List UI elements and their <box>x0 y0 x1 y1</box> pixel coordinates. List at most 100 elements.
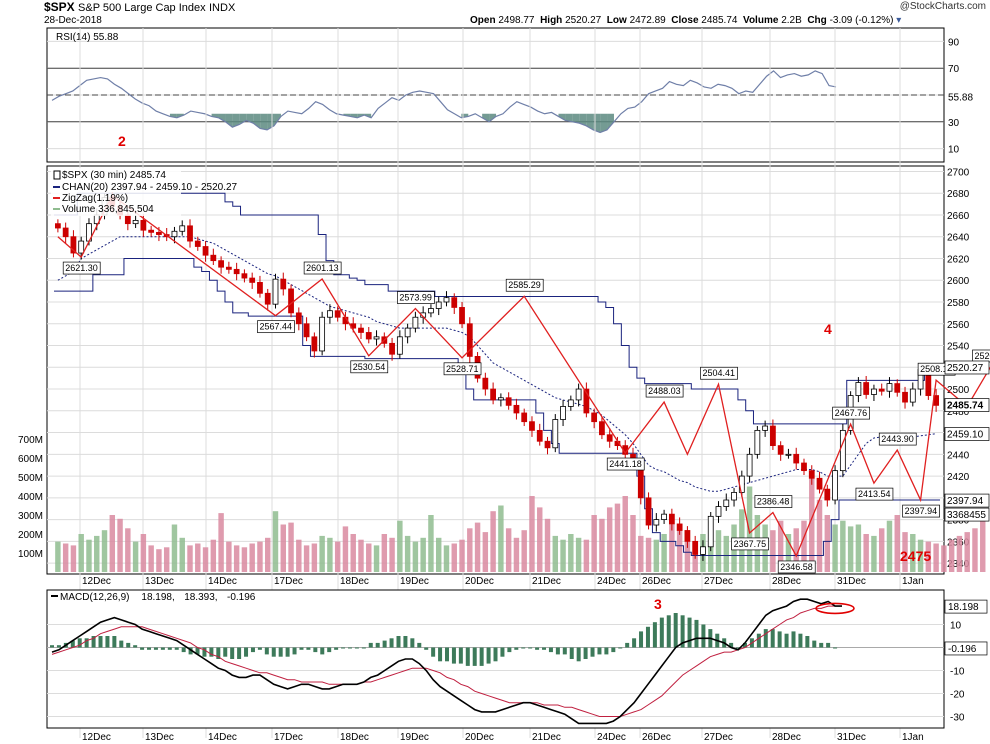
date-tick-label-bottom: 14Dec <box>208 732 237 743</box>
rsi-oversold-fill <box>225 113 233 128</box>
candle-body <box>490 388 497 401</box>
macd-histogram-bar <box>382 640 387 648</box>
macd-histogram-bar <box>50 645 54 648</box>
volume-bar <box>280 524 286 572</box>
macd-histogram-bar <box>451 647 456 664</box>
volume-bar <box>606 507 613 572</box>
candle-body <box>715 506 722 517</box>
date-tick-label: 27Dec <box>704 576 733 587</box>
volume-bar <box>560 539 566 572</box>
rsi-oversold-fill <box>482 113 490 122</box>
macd-histogram-bar <box>278 647 283 657</box>
swing-label-box <box>878 432 917 446</box>
rsi-last-value: 55.88 <box>948 92 973 103</box>
volume-bar <box>645 537 652 572</box>
macd-histogram-bar <box>403 636 408 648</box>
candle-body <box>334 310 341 318</box>
channel-mid-line <box>57 236 937 492</box>
volume-bar <box>917 539 924 572</box>
volume-bar <box>599 518 605 572</box>
candle-body <box>513 404 520 414</box>
price-marker-box <box>944 493 990 508</box>
volume-bar <box>902 532 908 572</box>
macd-histogram-bar <box>244 647 249 657</box>
volume-bar <box>366 543 372 572</box>
swing-label-box <box>754 495 793 508</box>
volume-bar <box>435 537 442 572</box>
macd-histogram-bar <box>424 647 429 650</box>
macd-histogram-bar <box>133 645 138 648</box>
macd-histogram-bar <box>56 645 61 648</box>
rsi-tick-label: 70 <box>948 64 960 75</box>
volume-bar <box>964 532 970 572</box>
volume-bar <box>381 534 388 572</box>
rsi-oversold-fill <box>565 113 573 122</box>
price-tick-label: 2680 <box>947 189 970 200</box>
price-tick-label: 2480 <box>947 407 970 418</box>
ann-3: 3 <box>654 596 662 612</box>
price-marker-value: 2485.74 <box>947 401 984 412</box>
date-tick-label-bottom: 13Dec <box>145 732 174 743</box>
macd-histogram-bar <box>784 633 789 648</box>
candle-body <box>459 307 465 325</box>
macd-histogram-bar <box>126 642 131 648</box>
candle-body <box>327 310 333 318</box>
swing-label: 2504.41 <box>703 368 736 378</box>
swing-label-box <box>397 291 435 304</box>
rsi-oversold-fill <box>253 113 261 129</box>
macd-histogram-bar <box>354 647 359 649</box>
date-tick-label: 20Dec <box>465 576 494 587</box>
macd-histogram-bar <box>77 638 82 648</box>
candle-body <box>132 219 139 225</box>
macd-histogram-bar <box>209 647 214 657</box>
date-tick-label-bottom: 31Dec <box>837 732 866 743</box>
volume-bar <box>86 539 92 572</box>
macd-histogram-bar <box>576 647 581 662</box>
price-tick-label: 2580 <box>947 298 970 309</box>
volume-bar <box>505 528 512 572</box>
ann-2475: 2475 <box>900 548 931 564</box>
volume-bar <box>809 477 815 572</box>
volume-tick-label: 400M <box>18 492 43 503</box>
macd-histogram-bar <box>514 647 519 650</box>
macd-histogram-bar <box>292 647 297 655</box>
date-tick-label: 18Dec <box>340 576 369 587</box>
candle-body <box>435 301 442 309</box>
watermark: @StockCharts.com <box>899 1 986 12</box>
macd-histogram-bar <box>625 642 630 648</box>
date-tick-label-bottom: 26Dec <box>642 732 671 743</box>
macd-histogram-bar <box>507 647 512 653</box>
candle-body <box>148 229 155 233</box>
date-tick-label-bottom: 12Dec <box>82 732 111 743</box>
candle-body <box>816 477 823 490</box>
volume-bar <box>249 543 255 572</box>
macd-histogram-bar <box>458 647 463 664</box>
volume-bar <box>498 505 504 572</box>
dropdown-arrow-icon[interactable]: ▾ <box>896 15 902 26</box>
volume-bar <box>140 534 147 572</box>
price-tick-label: 2700 <box>947 167 970 178</box>
volume-bar <box>70 545 77 572</box>
rsi-tick-label: 30 <box>948 118 960 129</box>
macd-histogram-bar <box>604 647 609 655</box>
swing-label: 2567.44 <box>260 322 293 332</box>
price-marker-value: 3368455 <box>947 510 986 521</box>
volume-bar <box>482 532 489 572</box>
volume-bar <box>373 545 380 572</box>
highlight-ellipse <box>815 602 855 615</box>
price-marker-value: 2459.10 <box>947 430 984 441</box>
rsi-tick-label: 10 <box>948 145 960 156</box>
candle-body <box>785 453 792 456</box>
volume-tick-label: 200M <box>18 530 43 541</box>
date-tick-label: 26Dec <box>642 576 671 587</box>
volume-bar <box>669 524 675 572</box>
macd-histogram-bar <box>119 640 124 648</box>
macd-histogram-bar <box>833 647 838 649</box>
macd-histogram-bar <box>306 647 311 650</box>
macd-histogram-bar <box>327 647 332 653</box>
volume-bar <box>397 520 403 572</box>
macd-histogram-bar <box>445 647 449 662</box>
ann-2: 2 <box>118 133 126 149</box>
candle-body <box>536 429 543 442</box>
candle-body <box>482 377 489 390</box>
